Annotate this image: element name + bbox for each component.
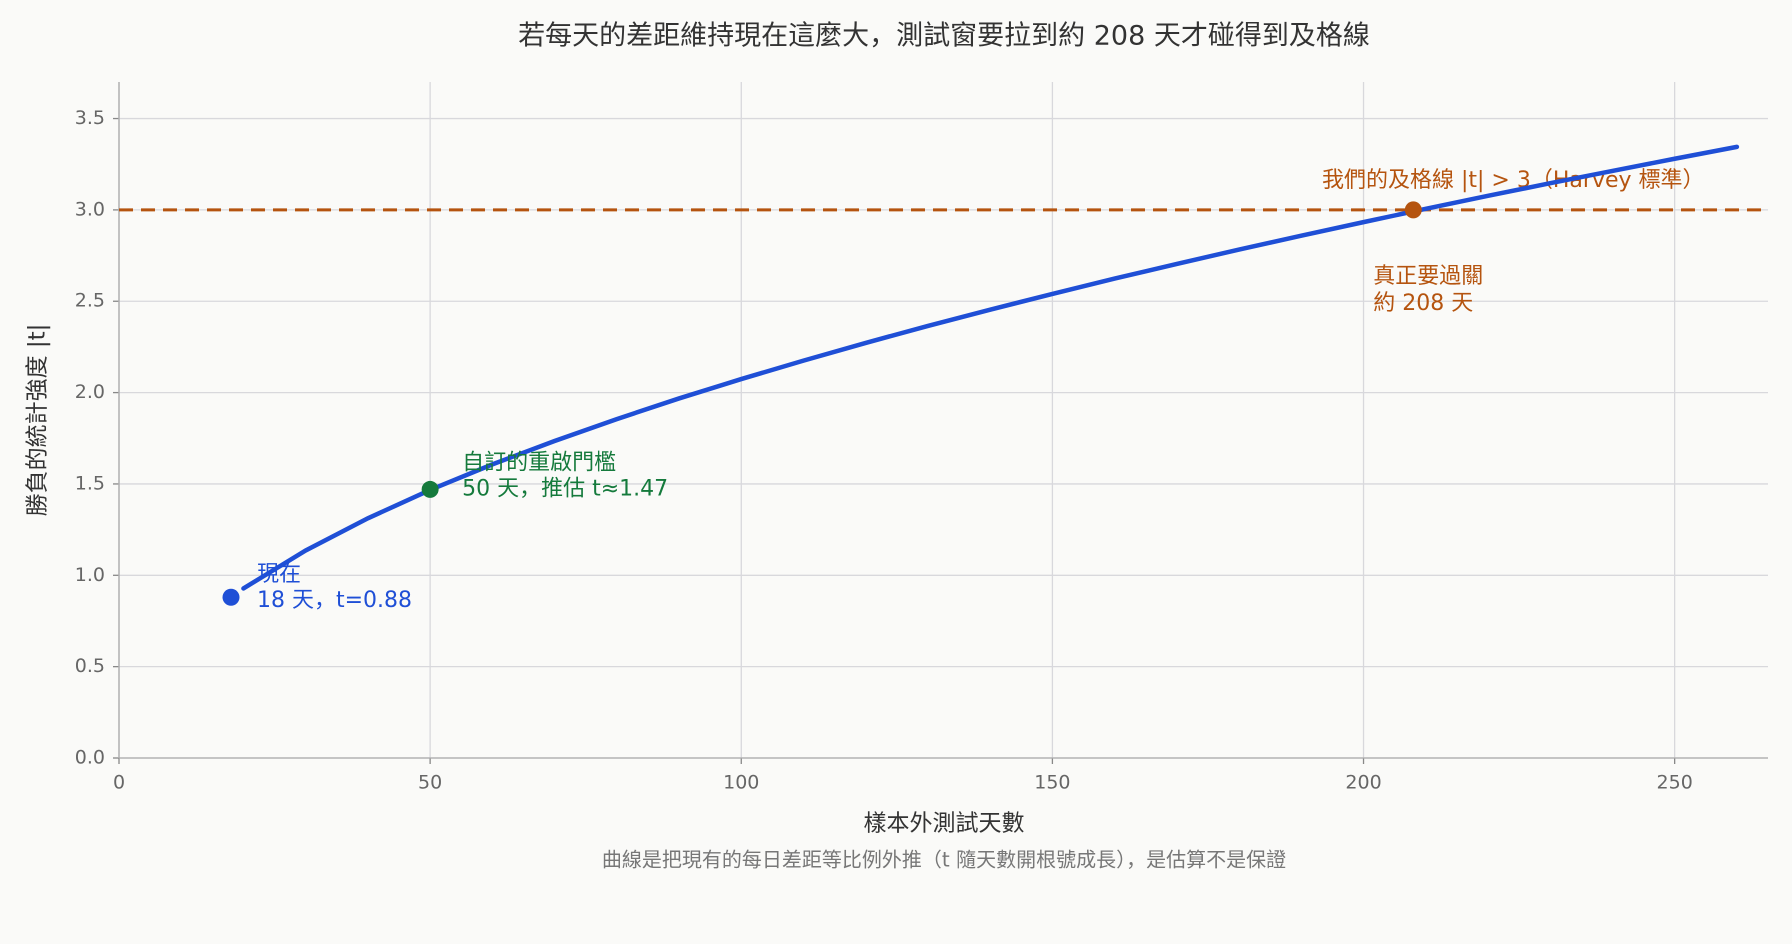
x-axis-label: 樣本外測試天數 <box>864 811 1025 837</box>
y-tick-label: 0.5 <box>75 655 105 677</box>
x-tick-label: 50 <box>418 772 442 794</box>
y-tick-label: 1.5 <box>75 472 105 494</box>
y-tick-label: 2.5 <box>75 290 105 312</box>
y-tick-label: 0.0 <box>75 747 105 769</box>
x-tick-label: 0 <box>113 772 125 794</box>
y-tick-label: 3.0 <box>75 198 105 220</box>
annotation: 約 208 天 <box>1373 291 1473 316</box>
annotation: 自訂的重啟門檻 <box>462 450 616 475</box>
point <box>421 480 439 498</box>
footnote: 曲線是把現有的每日差距等比例外推（t 隨天數開根號成長），是估算不是保證 <box>602 848 1286 872</box>
x-tick-label: 150 <box>1034 772 1070 794</box>
annotation: 18 天，t=0.88 <box>257 588 412 613</box>
chart-title: 若每天的差距維持現在這麼大，測試窗要拉到約 208 天才碰得到及格線 <box>518 21 1370 52</box>
y-tick-label: 2.0 <box>75 381 105 403</box>
annotation: 現在 <box>257 562 301 587</box>
x-tick-label: 100 <box>723 772 759 794</box>
x-tick-label: 250 <box>1657 772 1693 794</box>
point <box>222 588 240 606</box>
line <box>241 144 1740 591</box>
y-axis-label: 勝負的統計強度 |t| <box>25 324 51 517</box>
annotation: 50 天，推估 t≈1.47 <box>462 476 668 501</box>
point <box>1404 201 1422 219</box>
y-tick-label: 1.0 <box>75 564 105 586</box>
annotation: 真正要過關 <box>1373 264 1483 289</box>
y-tick-label: 3.5 <box>75 107 105 129</box>
x-tick-label: 200 <box>1345 772 1381 794</box>
